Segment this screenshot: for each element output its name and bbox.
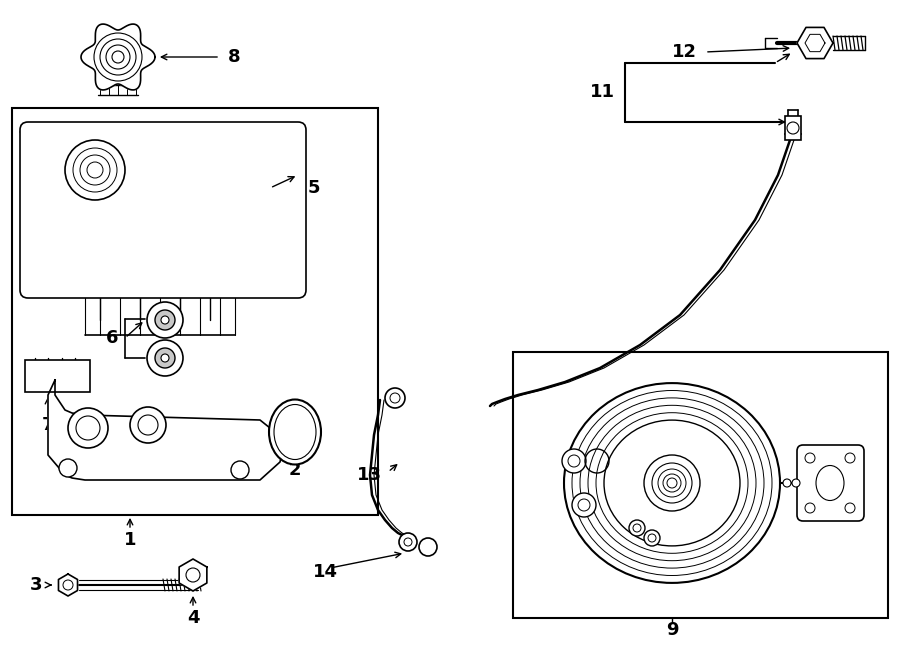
Polygon shape (797, 27, 833, 59)
Circle shape (155, 310, 175, 330)
Circle shape (147, 340, 183, 376)
Text: 1: 1 (124, 531, 136, 549)
Circle shape (385, 388, 405, 408)
Polygon shape (58, 574, 77, 596)
Text: 12: 12 (672, 43, 697, 61)
Circle shape (65, 140, 125, 200)
Circle shape (783, 479, 791, 487)
Text: 13: 13 (357, 466, 382, 484)
Polygon shape (179, 559, 207, 591)
FancyBboxPatch shape (797, 445, 864, 521)
Bar (25, 360, 90, 392)
Polygon shape (81, 24, 155, 90)
Circle shape (644, 455, 700, 511)
FancyBboxPatch shape (20, 122, 306, 298)
Text: 7: 7 (41, 416, 54, 434)
Circle shape (161, 316, 169, 324)
Circle shape (792, 479, 800, 487)
Text: 4: 4 (187, 609, 199, 627)
Text: 6: 6 (105, 329, 118, 347)
Circle shape (644, 530, 660, 546)
Circle shape (629, 520, 645, 536)
Text: 14: 14 (312, 563, 338, 581)
Text: 3: 3 (30, 576, 42, 594)
Circle shape (399, 533, 417, 551)
Text: 8: 8 (228, 48, 240, 66)
Circle shape (130, 407, 166, 443)
Circle shape (147, 302, 183, 338)
Text: 2: 2 (289, 461, 302, 479)
Text: 5: 5 (308, 179, 320, 197)
Polygon shape (48, 380, 285, 480)
Circle shape (231, 461, 249, 479)
Ellipse shape (564, 383, 780, 583)
Text: 10: 10 (807, 499, 833, 517)
Circle shape (59, 459, 77, 477)
Circle shape (68, 408, 108, 448)
Ellipse shape (269, 399, 321, 465)
Circle shape (161, 354, 169, 362)
Circle shape (155, 348, 175, 368)
Bar (513, 352, 888, 618)
Circle shape (562, 449, 586, 473)
Bar (12, 108, 378, 515)
Text: 11: 11 (590, 83, 615, 101)
Bar (785, 116, 801, 140)
Circle shape (572, 493, 596, 517)
Text: 9: 9 (666, 621, 679, 639)
